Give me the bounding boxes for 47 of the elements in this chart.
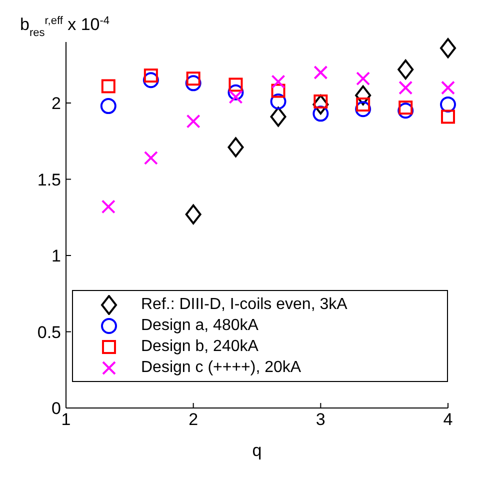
point bbox=[440, 38, 456, 58]
legend-label: Design c (++++), 20kA bbox=[141, 358, 302, 376]
x-axis-title: q bbox=[252, 441, 262, 460]
point bbox=[441, 110, 455, 124]
legend-label: Design a, 480kA bbox=[141, 316, 258, 334]
point bbox=[312, 94, 329, 115]
point bbox=[228, 78, 243, 92]
x-tick-label: 2 bbox=[188, 410, 198, 430]
point bbox=[186, 72, 200, 86]
point bbox=[100, 98, 116, 114]
point bbox=[355, 85, 372, 106]
point bbox=[185, 75, 202, 92]
y-tick-label: 0.5 bbox=[37, 322, 61, 342]
y-tick-label: 2 bbox=[52, 94, 61, 114]
y-tick-label: 1.5 bbox=[37, 170, 61, 190]
y-axis-title: b$_{res}$$^{r,eff}$ x 10$^{-4}$ bbox=[20, 15, 110, 39]
point bbox=[144, 150, 158, 165]
point bbox=[228, 84, 244, 100]
x-tick-label: 4 bbox=[443, 410, 453, 430]
point bbox=[101, 200, 116, 214]
point bbox=[270, 106, 286, 127]
legend-label: Design b, 240kA bbox=[141, 338, 258, 356]
y-tick-label: 1 bbox=[52, 246, 61, 266]
point bbox=[312, 106, 329, 122]
point bbox=[101, 79, 116, 94]
point bbox=[314, 66, 328, 80]
point bbox=[398, 80, 413, 95]
point bbox=[186, 114, 200, 128]
point bbox=[398, 59, 414, 80]
point bbox=[271, 74, 286, 89]
point bbox=[355, 101, 372, 118]
point bbox=[185, 204, 202, 224]
point bbox=[228, 137, 244, 158]
point bbox=[271, 84, 286, 98]
point bbox=[356, 98, 370, 112]
y-tick-label: 0 bbox=[52, 399, 61, 418]
point bbox=[440, 96, 456, 113]
point bbox=[142, 72, 159, 88]
point bbox=[144, 68, 158, 83]
point bbox=[398, 100, 413, 115]
legend-label: Ref.: DIII-D, I-coils even, 3kA bbox=[141, 296, 348, 314]
point bbox=[228, 90, 243, 104]
point bbox=[398, 102, 414, 119]
point bbox=[441, 80, 455, 95]
x-tick-label: 3 bbox=[316, 410, 326, 430]
point bbox=[356, 72, 370, 86]
point bbox=[270, 93, 286, 110]
